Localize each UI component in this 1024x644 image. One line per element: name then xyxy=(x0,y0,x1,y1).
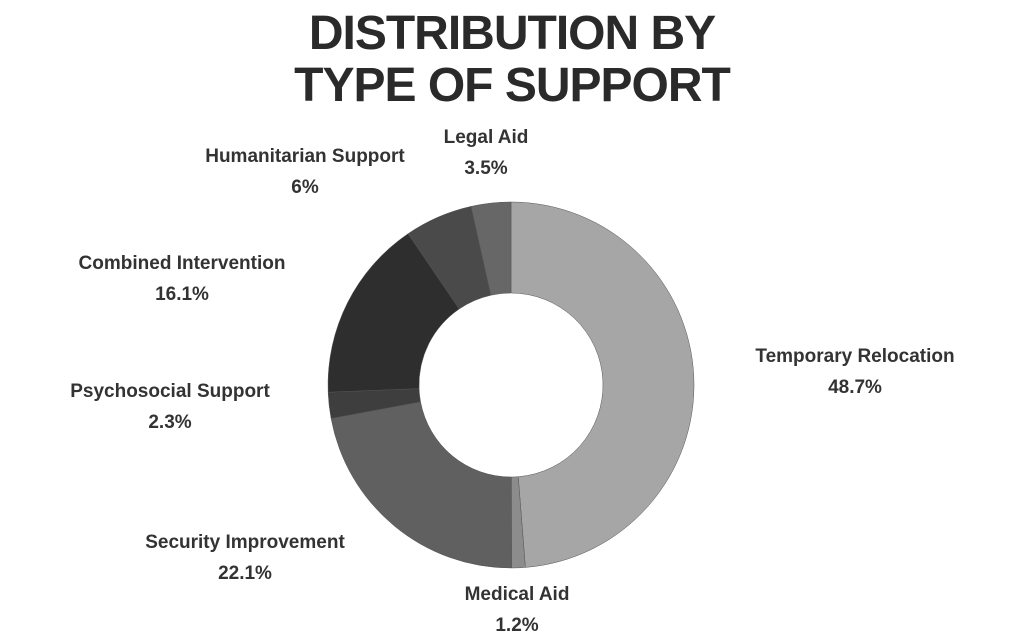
slice-label: Security Improvement xyxy=(145,532,345,553)
slice-label: Temporary Relocation xyxy=(755,346,954,367)
value-label: 22.1% xyxy=(218,563,272,584)
slice-label: Psychosocial Support xyxy=(70,381,270,402)
slice-label: Legal Aid xyxy=(444,127,529,148)
value-label: 3.5% xyxy=(464,158,507,179)
value-label: 1.2% xyxy=(495,615,538,636)
chart-title: DISTRIBUTION BY TYPE OF SUPPORT xyxy=(294,7,731,112)
slice-label: Combined Intervention xyxy=(79,253,286,274)
value-label: 2.3% xyxy=(148,412,191,433)
slice xyxy=(330,401,512,569)
slice-label: Humanitarian Support xyxy=(205,146,405,167)
slice xyxy=(327,233,460,393)
value-label: 48.7% xyxy=(828,377,882,398)
slice xyxy=(470,201,512,296)
title-box: DISTRIBUTION BY TYPE OF SUPPORT xyxy=(0,8,1024,112)
slice-label: Medical Aid xyxy=(465,584,570,605)
value-label: 6% xyxy=(291,177,319,198)
slice xyxy=(510,201,695,568)
value-label: 16.1% xyxy=(155,284,209,305)
